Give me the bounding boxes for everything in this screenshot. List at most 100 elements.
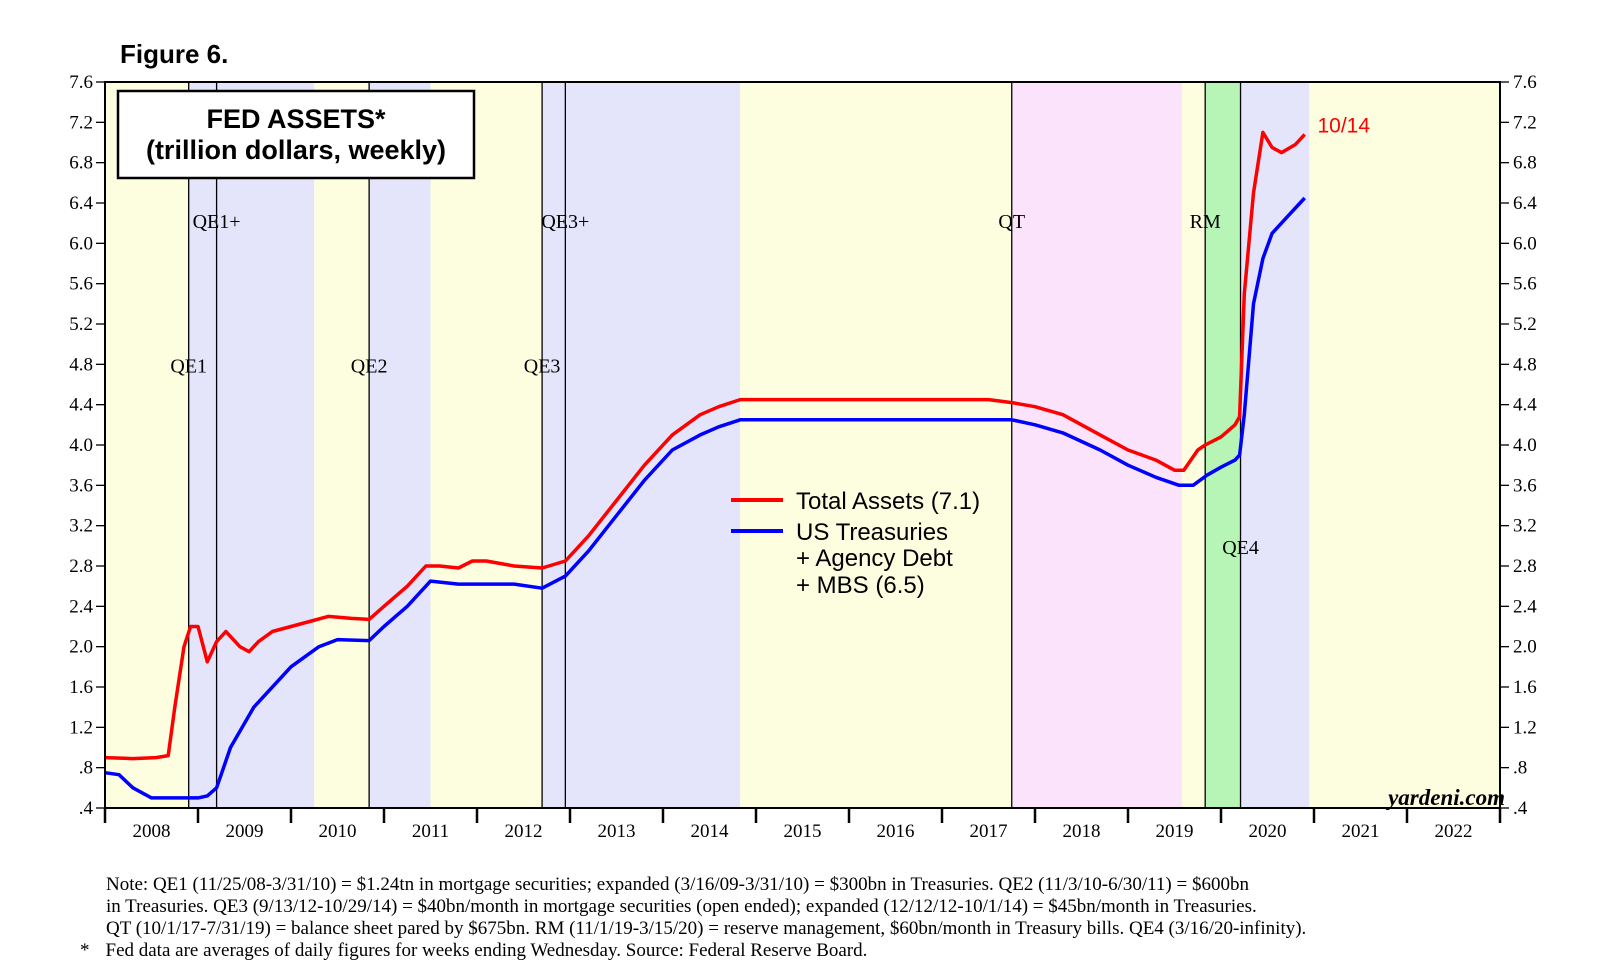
y-tick-label-right: 7.6 <box>1513 72 1537 93</box>
y-tick-label-right: 7.2 <box>1513 112 1537 133</box>
shaded-period-3 <box>369 82 431 808</box>
chart-notes: Note: QE1 (11/25/08-3/31/10) = $1.24tn i… <box>80 874 1580 962</box>
latest-date-annotation: 10/14 <box>1317 114 1370 137</box>
period-label-qe3-plus: QE3+ <box>541 211 589 233</box>
y-tick-label-right: .8 <box>1513 758 1527 779</box>
period-label-qe4: QE4 <box>1222 537 1259 559</box>
shaded-period-0 <box>105 82 189 808</box>
y-tick-label-right: 5.2 <box>1513 314 1537 335</box>
y-tick-label-right: 1.6 <box>1513 677 1537 698</box>
y-tick-label-left: 6.8 <box>69 153 93 174</box>
x-tick-label: 2018 <box>1063 821 1101 842</box>
shaded-period-9 <box>1205 82 1241 808</box>
chart-subtitle: (trillion dollars, weekly) <box>146 135 446 165</box>
period-label-qe1: QE1 <box>170 355 207 377</box>
x-tick-label: 2022 <box>1435 821 1473 842</box>
period-label-rm: RM <box>1190 211 1221 233</box>
note-line-2: in Treasuries. QE3 (9/13/12-10/29/14) = … <box>106 896 1257 917</box>
shaded-period-10 <box>1240 82 1310 808</box>
y-tick-label-right: 4.8 <box>1513 354 1537 375</box>
x-tick-label: 2021 <box>1342 821 1380 842</box>
period-divider-lines <box>188 82 1242 808</box>
shaded-period-7 <box>1011 82 1182 808</box>
y-tick-label-left: 6.0 <box>69 233 93 254</box>
y-tick-label-left: 4.4 <box>69 395 93 416</box>
series-total-assets <box>104 130 1306 761</box>
shaded-period-5 <box>542 82 741 808</box>
shaded-period-11 <box>1309 82 1500 808</box>
y-tick-label-left: 1.2 <box>69 717 93 738</box>
y-tick-label-left: 5.2 <box>69 314 93 335</box>
y-tick-label-right: .4 <box>1513 798 1528 819</box>
y-tick-label-left: 4.0 <box>69 435 93 456</box>
x-tick-label: 2019 <box>1156 821 1194 842</box>
y-tick-label-right: 4.0 <box>1513 435 1537 456</box>
y-tick-label-right: 6.0 <box>1513 233 1537 254</box>
y-tick-label-right: 4.4 <box>1513 395 1537 416</box>
y-tick-label-right: 3.2 <box>1513 516 1537 537</box>
y-tick-label-left: 5.6 <box>69 274 93 295</box>
y-tick-label-right: 5.6 <box>1513 274 1537 295</box>
y-tick-label-left: 3.6 <box>69 475 93 496</box>
x-tick-label: 2020 <box>1249 821 1287 842</box>
y-tick-label-left: 2.4 <box>69 596 93 617</box>
shaded-period-1 <box>188 82 315 808</box>
y-tick-label-left: .4 <box>79 798 94 819</box>
y-tick-label-left: 1.6 <box>69 677 93 698</box>
x-tick-label: 2008 <box>133 821 171 842</box>
footnote-text: Fed data are averages of daily figures f… <box>105 940 868 961</box>
y-tick-label-left: 3.2 <box>69 516 93 537</box>
y-tick-label-right: 3.6 <box>1513 475 1537 496</box>
period-label-qe2: QE2 <box>351 355 388 377</box>
period-label-qe3: QE3 <box>524 355 561 377</box>
y-axis-left: .4 .8 1.2 1.6 2.0 2.4 2.8 3.2 3.6 4.0 4.4 4.8 5.2 5.6… <box>69 72 105 819</box>
shaded-period-2 <box>314 82 370 808</box>
y-tick-label-left: 2.0 <box>69 637 93 658</box>
y-axis-right: .4 .8 1.2 1.6 2.0 2.4 2.8 3.2 3.6 4.0 4.4 4.8 5.2 5.6… <box>1500 72 1537 819</box>
shaded-period-8 <box>1181 82 1206 808</box>
chart-title: FED ASSETS* <box>206 104 386 134</box>
legend-label-treasuries-line1: US Treasuries <box>796 519 948 546</box>
legend-label-treasuries-line3: + MBS (6.5) <box>796 572 925 599</box>
period-labels: QE1+ QE3+ QT RM QE1 QE2 QE3 QE4 <box>170 211 1259 559</box>
legend: Total Assets (7.1) US Treasuries + Agenc… <box>731 488 980 599</box>
note-line-1: Note: QE1 (11/25/08-3/31/10) = $1.24tn i… <box>106 874 1249 895</box>
shaded-periods <box>105 82 1500 808</box>
x-tick-label: 2012 <box>505 821 543 842</box>
y-tick-label-right: 2.0 <box>1513 637 1537 658</box>
legend-label-treasuries-line2: + Agency Debt <box>796 545 953 572</box>
x-axis: 2008 2009 2010 2011 2012 2013 2014 2015 2016 2017… <box>103 808 1502 842</box>
y-tick-label-left: 7.2 <box>69 112 93 133</box>
x-tick-label: 2017 <box>970 821 1008 842</box>
y-tick-label-right: 2.8 <box>1513 556 1537 577</box>
y-tick-label-left: 7.6 <box>69 72 93 93</box>
x-tick-label: 2011 <box>412 821 449 842</box>
y-tick-label-left: 2.8 <box>69 556 93 577</box>
x-tick-label: 2014 <box>691 821 730 842</box>
y-tick-label-right: 1.2 <box>1513 717 1537 738</box>
y-tick-label-left: 4.8 <box>69 354 93 375</box>
legend-label-total-assets: Total Assets (7.1) <box>796 488 980 515</box>
period-label-qt: QT <box>998 211 1025 233</box>
x-tick-label: 2016 <box>877 821 915 842</box>
note-line-3: QT (10/1/17-7/31/19) = balance sheet par… <box>106 918 1307 939</box>
y-tick-label-right: 6.8 <box>1513 153 1537 174</box>
shaded-period-4 <box>430 82 543 808</box>
y-tick-label-right: 6.4 <box>1513 193 1537 214</box>
source-watermark: yardeni.com <box>1385 785 1505 810</box>
y-tick-label-left: 6.4 <box>69 193 93 214</box>
footnote: * Fed data are averages of daily figures … <box>80 940 1580 962</box>
y-tick-label-right: 2.4 <box>1513 596 1537 617</box>
shaded-period-6 <box>740 82 1012 808</box>
x-tick-label: 2015 <box>784 821 822 842</box>
x-tick-label: 2009 <box>226 821 264 842</box>
y-tick-label-left: .8 <box>79 758 93 779</box>
series-treasuries-agency-mbs <box>104 196 1306 800</box>
x-tick-label: 2010 <box>319 821 357 842</box>
x-tick-label: 2013 <box>598 821 636 842</box>
figure-label: Figure 6. <box>120 39 228 69</box>
series-lines <box>104 130 1306 800</box>
footnote-marker: * <box>80 940 90 961</box>
period-label-qe1-plus: QE1+ <box>193 211 241 233</box>
